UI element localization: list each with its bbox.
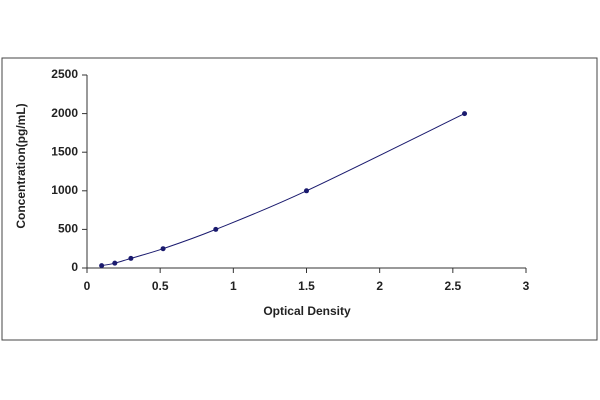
- y-tick-label: 0: [71, 260, 78, 274]
- data-point: [128, 255, 134, 261]
- x-tick-label: 1.5: [298, 279, 315, 293]
- y-axis-label: Concentration(pg/mL): [14, 103, 28, 228]
- x-axis-label: Optical Density: [263, 304, 351, 318]
- x-tick-label: 3: [523, 279, 530, 293]
- y-tick-label: 2000: [51, 106, 78, 120]
- data-point: [462, 111, 468, 117]
- data-point: [99, 263, 105, 269]
- data-point: [160, 246, 166, 252]
- data-point: [304, 188, 309, 194]
- data-point: [112, 260, 118, 266]
- y-tick-label: 2500: [51, 67, 78, 81]
- y-tick-label: 1500: [51, 144, 78, 158]
- x-tick-label: 0.5: [152, 279, 169, 293]
- chart-frame: [1, 57, 598, 341]
- x-tick-label: 0: [84, 279, 91, 293]
- x-tick-label: 2.5: [444, 279, 461, 293]
- data-point: [213, 226, 219, 232]
- x-tick-label: 1: [230, 279, 237, 293]
- y-tick-label: 500: [58, 222, 78, 236]
- x-tick-label: 2: [376, 279, 383, 293]
- y-tick-label: 1000: [51, 183, 78, 197]
